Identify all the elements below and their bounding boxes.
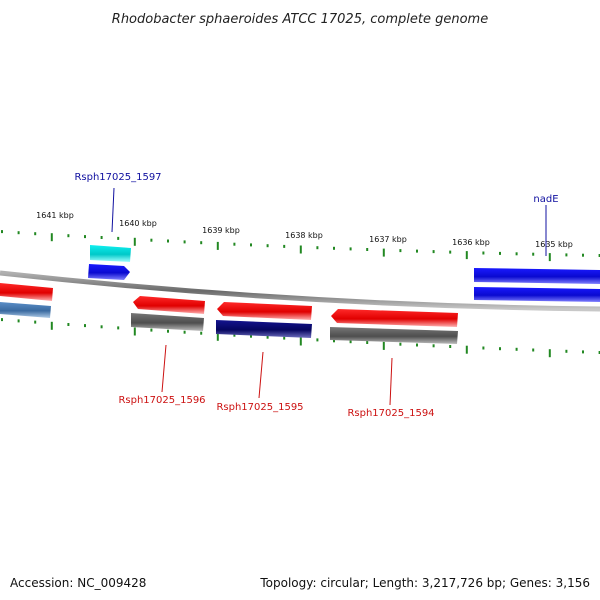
gene-rsph1594-gray[interactable] — [330, 327, 458, 344]
tick-label-1640: 1640 kbp — [119, 219, 157, 228]
gene-label-rsph1597[interactable]: Rsph17025_1597 — [74, 172, 161, 183]
tick-label-1636: 1636 kbp — [452, 238, 490, 247]
genome-backbone — [0, 270, 600, 312]
map-title: Rhodobacter sphaeroides ATCC 17025, comp… — [112, 12, 488, 27]
gene-left-steel[interactable] — [0, 302, 51, 318]
gene-rsph1597-rna[interactable] — [90, 245, 131, 262]
gene-label-nadE[interactable]: nadE — [533, 194, 558, 205]
gene-left-red[interactable] — [0, 283, 53, 301]
outer-tick-ring — [1, 230, 600, 262]
gene-label-rsph1594[interactable]: Rsph17025_1594 — [347, 408, 434, 419]
inner-tick-ring — [1, 318, 600, 358]
gene-label-rsph1596[interactable]: Rsph17025_1596 — [118, 395, 205, 406]
gene-rsph1596-red[interactable] — [133, 296, 205, 314]
leader-rsph1597 — [111, 187, 115, 233]
gene-rsph1595-navy[interactable] — [216, 320, 312, 338]
tick-label-1637: 1637 kbp — [369, 235, 407, 244]
tick-label-1638: 1638 kbp — [285, 231, 323, 240]
gene-rsph1596-gray[interactable] — [131, 313, 204, 331]
gene-rsph1597-cds[interactable] — [88, 264, 130, 280]
gene-rsph1595-red[interactable] — [217, 302, 312, 320]
gene-nadE-cds[interactable] — [474, 287, 600, 302]
leader-rsph1594 — [389, 357, 393, 406]
kbp-labels: 1641 kbp 1640 kbp 1639 kbp 1638 kbp 1637… — [36, 211, 573, 249]
genome-summary-text: Topology: circular; Length: 3,217,726 bp… — [260, 576, 590, 590]
tick-label-1641: 1641 kbp — [36, 211, 74, 220]
accession-text: Accession: NC_009428 — [10, 576, 147, 590]
gene-nadE-rna[interactable] — [474, 268, 600, 284]
gene-label-rsph1595[interactable]: Rsph17025_1595 — [216, 402, 303, 413]
leader-rsph1595 — [258, 351, 264, 399]
tick-label-1635: 1635 kbp — [535, 240, 573, 249]
leader-rsph1596 — [161, 344, 167, 393]
gene-rsph1594-red[interactable] — [331, 309, 458, 327]
tick-label-1639: 1639 kbp — [202, 226, 240, 235]
